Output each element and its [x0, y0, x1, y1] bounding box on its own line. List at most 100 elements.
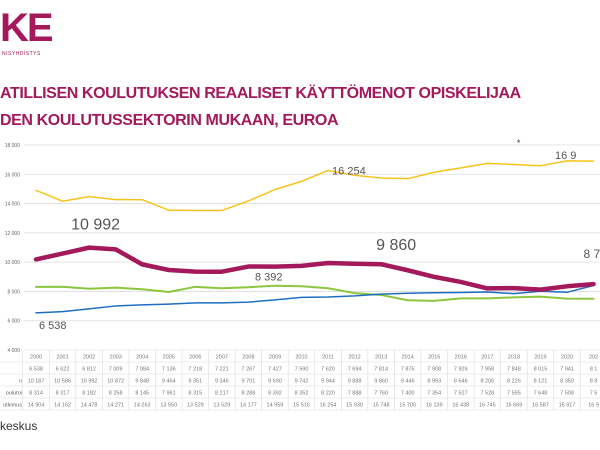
table-cell: 8 220 — [321, 391, 335, 397]
annotation-asterisk: * — [517, 138, 521, 148]
table-header-cell: 2020 — [561, 355, 573, 361]
table-cell: 8 392 — [268, 391, 282, 397]
y-tick-label: 6 000 — [7, 319, 20, 325]
table-cell: 9 346 — [215, 379, 229, 385]
table-cell: 9 701 — [242, 379, 256, 385]
table-cell: 14 904 — [28, 403, 45, 409]
table-cell: 6 538 — [29, 367, 43, 373]
table-cell: 8 317 — [56, 391, 70, 397]
table-cell: 7 427 — [268, 367, 282, 373]
table-cell: 9 690 — [268, 379, 282, 385]
table-cell: 10 992 — [81, 379, 98, 385]
table-cell: 8 993 — [427, 379, 441, 385]
data-label: 8 392 — [255, 272, 283, 284]
table-cell: 7 595 — [507, 391, 521, 397]
table-cell: 14 478 — [81, 403, 98, 409]
table-cell: 7 354 — [427, 391, 441, 397]
table-cell: 8 1 — [590, 367, 598, 373]
table-cell: 14 162 — [54, 403, 71, 409]
table-header-cell: 2018 — [508, 355, 520, 361]
table-cell: 8 206 — [480, 379, 494, 385]
table-cell: 7 136 — [162, 367, 176, 373]
table-cell: 7 009 — [109, 367, 123, 373]
table-cell: 7 084 — [135, 367, 149, 373]
data-label: 16 254 — [332, 166, 366, 178]
table-cell: 7 961 — [162, 391, 176, 397]
logo-subtext: NISYHDISTYS — [2, 51, 41, 57]
table-cell: 8 217 — [215, 391, 229, 397]
table-cell: 8 8 — [590, 379, 598, 385]
table-cell: 9 446 — [401, 379, 415, 385]
table-header-cell: 2007 — [216, 355, 228, 361]
table-cell: 7 400 — [401, 391, 415, 397]
table-cell: 8 350 — [560, 379, 574, 385]
table-header-cell: 2002 — [83, 355, 95, 361]
table-cell: 15 748 — [373, 403, 390, 409]
table-cell: 16 254 — [320, 403, 337, 409]
y-tick-label: 8 000 — [7, 289, 20, 295]
table-header-cell: 2017 — [481, 355, 493, 361]
table-cell: 8 314 — [29, 391, 43, 397]
table-cell: 14 959 — [267, 403, 284, 409]
table-header-cell: 2019 — [534, 355, 546, 361]
y-tick-label: 16 000 — [5, 172, 21, 178]
table-cell: 10 586 — [54, 379, 71, 385]
series-line — [33, 245, 596, 292]
table-cell: 8 226 — [507, 379, 521, 385]
table-cell: 8 352 — [295, 391, 309, 397]
table-cell: 7 267 — [242, 367, 256, 373]
title-line-2: DEN KOULUTUSSEKTORIN MUKAAN, EUROA — [0, 112, 339, 129]
y-tick-label: 12 000 — [5, 231, 21, 237]
table-cell: 15 516 — [293, 403, 310, 409]
table-cell: 7 508 — [560, 391, 574, 397]
table-cell: 16 139 — [426, 403, 443, 409]
y-tick-label: 10 000 — [5, 260, 21, 266]
table-cell: 16 9 — [588, 403, 599, 409]
table-header-cell: 2011 — [322, 355, 334, 361]
table-header-cell: 2009 — [269, 355, 281, 361]
table-cell: 6 812 — [82, 367, 96, 373]
table-cell: 16 438 — [452, 403, 469, 409]
table-header-cell: 2005 — [163, 355, 175, 361]
table-cell: 7 926 — [454, 367, 468, 373]
table-cell: 16 587 — [532, 403, 549, 409]
data-label: 8 7 — [584, 247, 600, 261]
table-header-cell: 202 — [589, 355, 598, 361]
table-header-cell: 2015 — [428, 355, 440, 361]
table-cell: 10 872 — [107, 379, 124, 385]
table-header-cell: 2013 — [375, 355, 387, 361]
table-cell: 13 550 — [160, 403, 177, 409]
table-cell: 7 908 — [427, 367, 441, 373]
table-row-label: n — [19, 379, 22, 385]
table-cell: 7 760 — [374, 391, 388, 397]
logo: KE — [0, 6, 54, 50]
y-tick-label: 14 000 — [5, 202, 21, 208]
table-cell: 13 529 — [213, 403, 230, 409]
table-cell: 14 263 — [134, 403, 151, 409]
table-cell: 9 944 — [321, 379, 335, 385]
y-tick-label: 4 000 — [7, 348, 20, 354]
table-cell: 14 271 — [107, 403, 124, 409]
table-cell: 15 930 — [346, 403, 363, 409]
y-tick-label: 18 000 — [5, 143, 21, 149]
table-cell: 15 700 — [399, 403, 416, 409]
series-line — [35, 284, 595, 314]
table-cell: 8 315 — [188, 391, 202, 397]
table-cell: 9 464 — [162, 379, 176, 385]
table-cell: 16 917 — [559, 403, 576, 409]
table-cell: 14 177 — [240, 403, 257, 409]
data-label: 10 992 — [71, 217, 120, 234]
table-cell: 6 622 — [56, 367, 70, 373]
table-header-cell: 2006 — [189, 355, 201, 361]
table-cell: 7 958 — [480, 367, 494, 373]
table-cell: 9 351 — [188, 379, 202, 385]
table-header-cell: 2008 — [242, 355, 254, 361]
table-cell: 7 528 — [480, 391, 494, 397]
table-row-label: utkimus — [3, 403, 22, 409]
table-cell: 8 646 — [454, 379, 468, 385]
data-label: 9 860 — [376, 237, 416, 254]
table-cell: 8 288 — [242, 391, 256, 397]
table-cell: 9 848 — [135, 379, 149, 385]
table-cell: 8 015 — [534, 367, 548, 373]
